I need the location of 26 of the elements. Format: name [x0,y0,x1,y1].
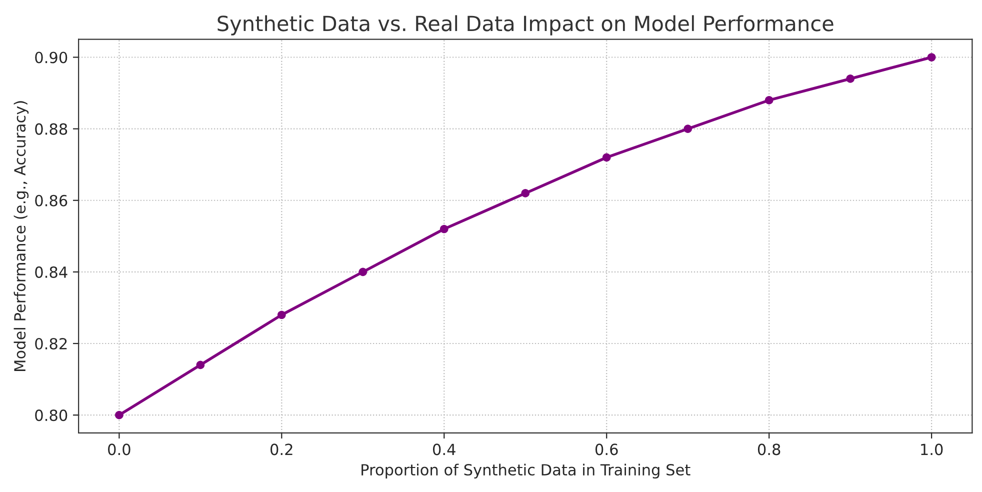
y-tick-label: 0.90 [35,52,68,64]
y-tick-label: 0.84 [35,266,68,278]
point [115,410,124,420]
x-tick-label: 0.2 [270,444,292,456]
x-tick-label: 0.4 [432,444,456,456]
x-axis-title: Proportion of Synthetic Data in Training Set [362,464,690,479]
point [358,268,368,276]
point [764,96,774,104]
y-axis-title: Model Performance (e.g., Accuracy) [14,101,29,371]
point [196,360,205,370]
y-tick-label: 0.80 [35,410,68,422]
point [277,310,286,320]
y-tick-label: 0.88 [35,123,68,135]
point [927,53,936,62]
y-tick-label: 0.82 [35,338,67,350]
x-tick-label: 0.0 [108,444,130,456]
x-tick-label: 0.8 [758,444,780,456]
point [521,189,530,198]
point [684,124,692,133]
point [440,224,448,234]
x-tick-label: 1.0 [921,444,943,456]
point [846,74,854,83]
y-tick-label: 0.86 [35,194,68,206]
x-tick-label: 0.6 [595,444,618,456]
point [602,153,611,162]
chart-title: Synthetic Data vs. Real Data Impact on Model Performance [218,15,834,36]
